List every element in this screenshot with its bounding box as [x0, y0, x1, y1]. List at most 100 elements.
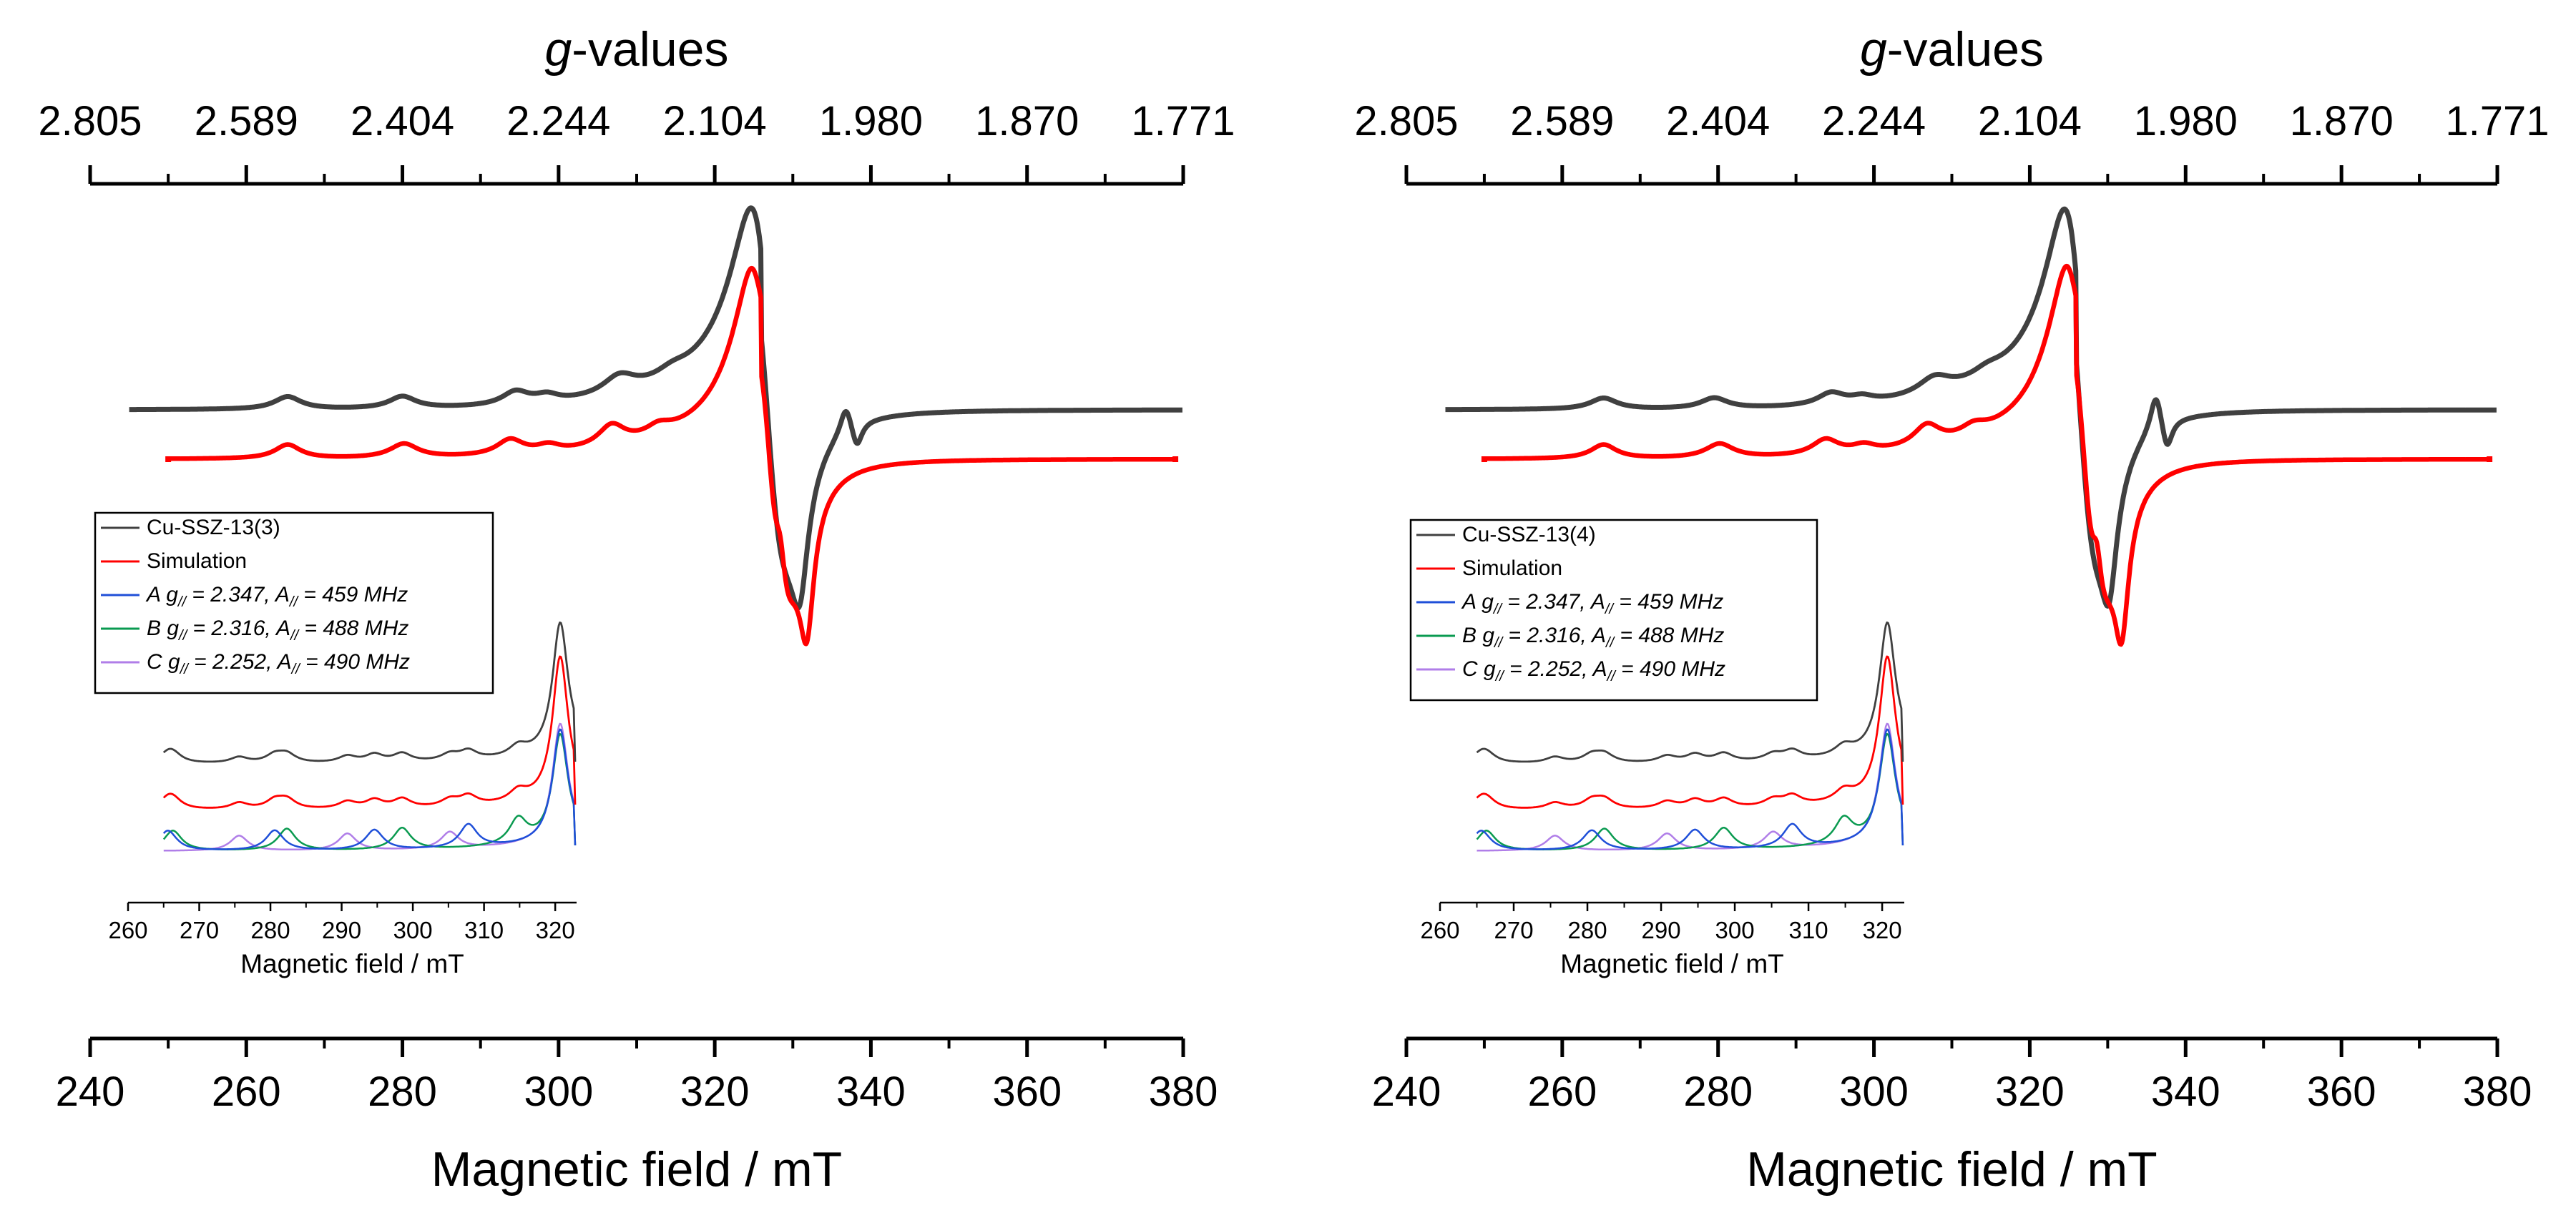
legend-prefix: A g: [145, 583, 178, 606]
inset-tick-label: 300: [393, 917, 433, 943]
bottom-tick-label: 340: [2151, 1069, 2220, 1115]
legend-mid: = 2.316, A: [187, 617, 290, 640]
legend-sub2: //: [1606, 669, 1617, 684]
inset-component-c: [1476, 722, 1904, 852]
inset-axis-title: Magnetic field / mT: [1560, 949, 1784, 978]
inset-experimental: [1476, 622, 1904, 763]
legend-sub: //: [1493, 635, 1504, 651]
g-letter: g: [544, 22, 572, 77]
legend-entry: C g// = 2.252, A// = 490 MHz: [147, 650, 410, 677]
legend-suffix: = 490 MHz: [300, 650, 410, 674]
inset-simulation: [1476, 655, 1904, 809]
simulation-start-marker: [1481, 456, 1487, 462]
bottom-tick-label: 360: [2307, 1069, 2376, 1115]
legend-prefix: B g: [1462, 624, 1494, 647]
bottom-tick-label: 280: [1683, 1069, 1753, 1115]
bottom-tick-label: 380: [1149, 1069, 1218, 1115]
legend-sub2: //: [1604, 601, 1615, 617]
legend-mid: = 2.347, A: [186, 583, 290, 606]
legend-mid: = 2.252, A: [188, 650, 292, 674]
bottom-tick-label: 320: [680, 1069, 750, 1115]
legend-frame: [94, 511, 494, 694]
title-rest: -values: [572, 22, 728, 77]
experimental-trace: [1444, 206, 2499, 609]
inset-simulation: [162, 655, 577, 809]
right-panel: 240 260 280 300 320 340 360 380 Magnetic field /…: [1354, 22, 2549, 1197]
inset-legend: Cu-SSZ-13(4) Simulation A g// = 2.347, A//…: [1409, 519, 1818, 702]
simulation-end-marker: [1172, 456, 1179, 462]
top-tick-label: 2.244: [506, 98, 610, 144]
top-tick-label: 2.404: [351, 98, 454, 144]
inset-axis-title: Magnetic field / mT: [240, 949, 464, 978]
top-tick-label: 1.870: [2290, 98, 2394, 144]
legend-suffix: = 459 MHz: [1613, 590, 1723, 614]
inset-tick-label: 270: [1494, 917, 1533, 943]
inset: 260 270 280 290 300 310 320 Magnetic field / mT: [1420, 622, 1904, 978]
legend-entry: B g// = 2.316, A// = 488 MHz: [147, 617, 408, 644]
inset: 260 270 280 290 300 310 320 Magnetic field / mT: [108, 622, 577, 978]
legend-sub: //: [177, 594, 188, 610]
legend-sub2: //: [1605, 635, 1616, 651]
top-tick-label: 2.404: [1666, 98, 1770, 144]
legend-entry: A g// = 2.347, A// = 459 MHz: [145, 583, 408, 610]
inset-tick-label: 280: [251, 917, 290, 943]
legend-sub2: //: [290, 662, 302, 677]
top-tick-label: 2.805: [1354, 98, 1458, 144]
legend-sub: //: [1492, 601, 1504, 617]
top-tick-label: 2.589: [1510, 98, 1614, 144]
legend-sub: //: [177, 628, 189, 644]
top-axis-title: g-values: [1860, 22, 2044, 77]
top-tick-label: 1.980: [819, 98, 923, 144]
title-rest: -values: [1887, 22, 2044, 77]
legend-entry: A g// = 2.347, A// = 459 MHz: [1461, 590, 1723, 617]
inset-tick-label: 260: [1420, 917, 1459, 943]
inset-component-a: [162, 728, 577, 850]
simulation-trace: [1482, 263, 2491, 647]
top-tick-label: 2.104: [663, 98, 767, 144]
x-axis-title: Magnetic field / mT: [431, 1142, 842, 1197]
legend-suffix: = 490 MHz: [1615, 657, 1725, 681]
inset-tick-label: 260: [108, 917, 147, 943]
top-tick-label: 1.870: [975, 98, 1079, 144]
legend-frame: [1409, 519, 1818, 702]
bottom-tick-label: 260: [212, 1069, 281, 1115]
bottom-tick-label: 260: [1527, 1069, 1597, 1115]
bottom-tick-label: 300: [1839, 1069, 1909, 1115]
inset-experimental: [162, 622, 577, 763]
top-tick-label: 1.771: [1131, 98, 1235, 144]
inset-tick-label: 280: [1568, 917, 1607, 943]
legend-entry: Simulation: [147, 549, 247, 573]
legend-suffix: = 488 MHz: [1614, 624, 1724, 647]
inset-tick-label: 300: [1715, 917, 1755, 943]
inset-tick-label: 320: [1863, 917, 1902, 943]
inset-tick-label: 310: [1789, 917, 1828, 943]
legend-entry: Cu-SSZ-13(4): [1462, 523, 1596, 546]
legend-mid: = 2.347, A: [1502, 590, 1605, 614]
inset-tick-label: 290: [322, 917, 361, 943]
legend-suffix: = 488 MHz: [298, 617, 408, 640]
legend-prefix: C g: [147, 650, 180, 674]
g-letter: g: [1860, 22, 1887, 77]
simulation-end-marker: [2487, 456, 2493, 462]
bottom-tick-label: 280: [368, 1069, 437, 1115]
inset-tick-label: 310: [464, 917, 504, 943]
bottom-tick-label: 340: [836, 1069, 906, 1115]
simulation-start-marker: [165, 456, 172, 462]
legend-entry: Cu-SSZ-13(3): [147, 516, 280, 539]
left-panel: 240 260 280 300 320 340 360 380 Magnetic field /…: [38, 22, 1235, 1197]
x-axis-title: Magnetic field / mT: [1746, 1142, 2157, 1197]
inset-tick-label: 320: [536, 917, 575, 943]
inset-tick-label: 270: [180, 917, 219, 943]
legend-entry: B g// = 2.316, A// = 488 MHz: [1462, 624, 1724, 651]
legend-entry: Simulation: [1462, 556, 1562, 580]
top-axis-title: g-values: [544, 22, 728, 77]
bottom-tick-label: 240: [1372, 1069, 1441, 1115]
experimental-trace: [127, 205, 1185, 611]
bottom-tick-label: 320: [1995, 1069, 2065, 1115]
legend-prefix: C g: [1462, 657, 1496, 681]
bottom-tick-label: 240: [56, 1069, 125, 1115]
inset-component-a: [1476, 728, 1904, 850]
top-tick-label: 2.104: [1978, 98, 2082, 144]
legend-sub2: //: [288, 594, 300, 610]
